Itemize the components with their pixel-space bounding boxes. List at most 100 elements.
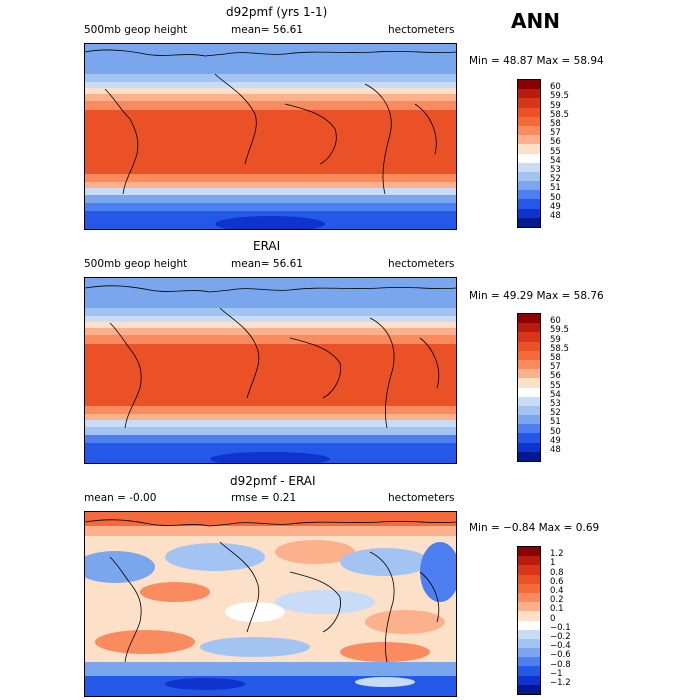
colorbar-tick-label: 49 <box>550 201 561 212</box>
colorbar-model <box>517 79 541 228</box>
colorbar-tick-label: 60 <box>550 316 561 327</box>
colorbar-swatch <box>518 592 540 603</box>
colorbar-swatch <box>518 144 540 154</box>
colorbar-swatch <box>518 442 540 452</box>
colorbar-tick-label: 0.8 <box>550 567 564 578</box>
colorbar-tick-label: 52 <box>550 408 561 419</box>
colorbar-swatch <box>518 424 540 434</box>
panel-title: ERAI <box>253 239 281 253</box>
colorbar-tick-label: 59.5 <box>550 325 569 336</box>
colorbar-swatch <box>518 350 540 360</box>
colorbar-swatch <box>518 638 540 649</box>
colorbar-swatch <box>518 556 540 566</box>
colorbar-swatch <box>518 217 540 227</box>
colorbar-swatch <box>518 657 540 667</box>
colorbar-swatch <box>518 547 540 557</box>
colorbar-swatch <box>518 116 540 126</box>
colorbar-tick-label: 53 <box>550 165 561 175</box>
colorbar-swatch <box>518 387 540 397</box>
panel-title: d92pmf (yrs 1-1) <box>226 5 328 19</box>
colorbar-tick-label: 59 <box>550 334 561 345</box>
colorbar-tick-label: 54 <box>550 155 561 166</box>
colorbar-tick-label: 50 <box>550 192 561 203</box>
colorbar-tick-label: 58 <box>550 353 561 363</box>
colorbar-swatch <box>518 190 540 200</box>
colorbar-swatch <box>518 80 540 90</box>
colorbar-swatch <box>518 162 540 172</box>
colorbar-tick-label: −0.8 <box>550 659 571 670</box>
colorbar-tick-label: 0 <box>550 613 556 624</box>
colorbar-swatch <box>518 341 540 351</box>
map-diff-svg <box>85 512 456 696</box>
units-label: hectometers <box>388 258 455 270</box>
colorbar-tick-label: −0.1 <box>550 622 571 633</box>
colorbar-swatch <box>518 171 540 182</box>
colorbar-tick-label: 0.1 <box>550 604 564 615</box>
colorbar-swatch <box>518 181 540 191</box>
colorbar-swatch <box>518 199 540 209</box>
minmax-label: Min = 49.29 Max = 58.76 <box>469 290 604 302</box>
map-diff <box>84 511 457 697</box>
colorbar-tick-label: 59.5 <box>550 91 569 102</box>
colorbar-swatch <box>518 629 540 639</box>
colorbar-tick-label: 58 <box>550 119 561 129</box>
colorbar-tick-label: 0.2 <box>550 595 564 606</box>
colorbar-swatch <box>518 107 540 117</box>
colorbar-tick-label: −0.4 <box>550 641 571 652</box>
colorbar-swatch <box>518 98 540 108</box>
colorbar-tick-label: 52 <box>550 174 561 185</box>
colorbar-swatch <box>518 684 540 694</box>
colorbar-tick-label: 51 <box>550 417 561 428</box>
colorbar-swatch <box>518 451 540 461</box>
units-label: hectometers <box>388 24 455 36</box>
map-obs-svg <box>85 278 456 463</box>
units-label: hectometers <box>388 492 455 504</box>
colorbar-swatch <box>518 583 540 593</box>
colorbar-tick-label: 57 <box>550 362 561 373</box>
colorbar-swatch <box>518 565 540 575</box>
colorbar-tick-label: 58.5 <box>550 109 569 120</box>
mean-label: mean = -0.00 <box>84 492 157 504</box>
colorbar-swatch <box>518 433 540 443</box>
colorbar-tick-label: 55 <box>550 146 561 157</box>
variable-label: 500mb geop height <box>84 258 188 270</box>
colorbar-swatch <box>518 332 540 342</box>
colorbar-tick-label: 0.4 <box>550 586 564 596</box>
colorbar-swatch <box>518 125 540 136</box>
colorbar-swatch <box>518 675 540 685</box>
mean-label: mean= 56.61 <box>231 258 303 270</box>
colorbar-tick-label: 58.5 <box>550 343 569 354</box>
rmse-label: rmse = 0.21 <box>231 492 297 504</box>
colorbar-obs <box>517 313 541 462</box>
colorbar-swatch <box>518 153 540 163</box>
variable-label: 500mb geop height <box>84 24 188 36</box>
season-label: ANN <box>511 9 560 33</box>
colorbar-swatch <box>518 602 540 612</box>
colorbar-tick-label: −0.6 <box>550 650 571 661</box>
colorbar-tick-label: 1 <box>550 558 556 569</box>
colorbar-swatch <box>518 405 540 416</box>
colorbar-tick-label: 51 <box>550 183 561 194</box>
colorbar-swatch <box>518 611 540 621</box>
colorbar-swatch <box>518 359 540 370</box>
colorbar-tick-label: 53 <box>550 399 561 409</box>
colorbar-tick-label: 49 <box>550 435 561 446</box>
colorbar-tick-label: −0.2 <box>550 632 571 642</box>
colorbar-tick-label: −1.2 <box>550 678 571 688</box>
colorbar-swatch <box>518 666 540 676</box>
colorbar-tick-label: 0.6 <box>550 576 564 587</box>
colorbar-swatch <box>518 135 540 145</box>
colorbar-swatch <box>518 369 540 379</box>
minmax-label: Min = −0.84 Max = 0.69 <box>469 522 600 534</box>
colorbar-swatch <box>518 574 540 584</box>
colorbar-swatch <box>518 314 540 324</box>
panel-title: d92pmf - ERAI <box>230 474 316 488</box>
colorbar-tick-label: 56 <box>550 137 561 148</box>
colorbar-tick-label: 1.2 <box>550 549 564 560</box>
colorbar-swatch <box>518 208 540 218</box>
colorbar-swatch <box>518 415 540 425</box>
colorbar-tick-label: 56 <box>550 371 561 382</box>
colorbar-diff <box>517 546 541 695</box>
colorbar-tick-label: 50 <box>550 426 561 437</box>
colorbar-tick-label: 59 <box>550 100 561 111</box>
